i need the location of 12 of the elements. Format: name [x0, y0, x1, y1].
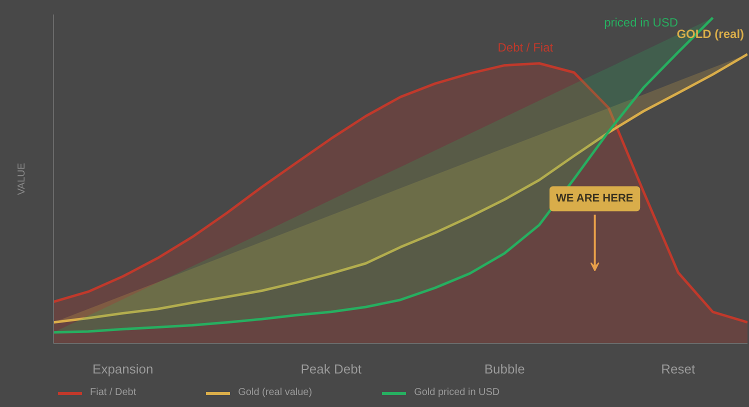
annotation: WE ARE HERE: [556, 192, 634, 205]
annotation: priced in USD: [604, 16, 678, 30]
x-tick-label: Peak Debt: [300, 362, 362, 376]
legend-label: Gold (real value): [238, 386, 312, 400]
y-axis-title: VALUE: [16, 162, 28, 196]
x-tick-label: Bubble: [484, 362, 525, 376]
legend-label: Gold priced in USD: [414, 386, 500, 400]
x-tick-label: Reset: [661, 362, 696, 376]
legend-label: Fiat / Debt: [90, 386, 136, 400]
annotation: GOLD (real): [676, 27, 744, 42]
x-tick-label: Expansion: [92, 362, 154, 376]
annotation: Debt / Fiat: [498, 40, 554, 54]
